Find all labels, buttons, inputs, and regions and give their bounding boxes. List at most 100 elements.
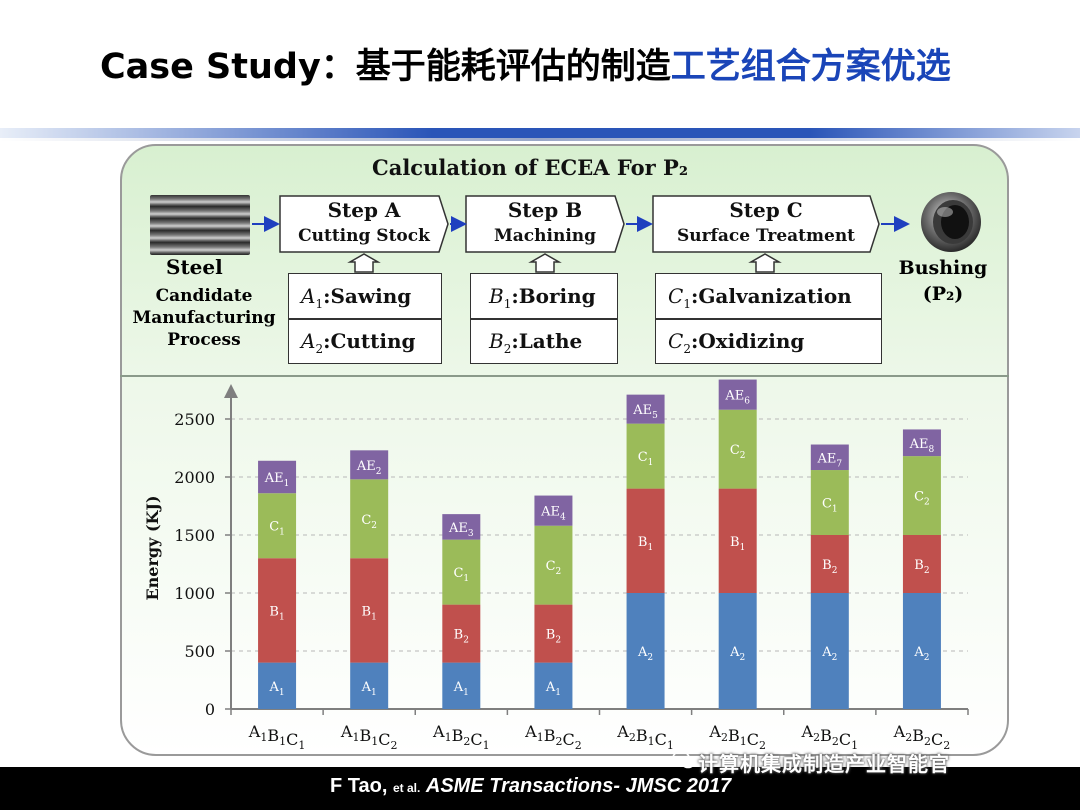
bar-segment-label: B2 <box>546 628 561 646</box>
up-arrow-b <box>528 253 562 273</box>
bar-segment-label: C1 <box>638 450 654 468</box>
bar-segment <box>534 604 573 663</box>
bar-segment <box>350 450 389 480</box>
option-a2: A2:Cutting <box>289 319 441 363</box>
option-b2-label: :Lathe <box>511 329 583 353</box>
bar-segment <box>534 662 573 709</box>
x-category-label: A1B1C2 <box>340 722 398 752</box>
bar-segment <box>902 456 941 535</box>
calc-title: Calculation of ECEA For P₂ <box>372 155 689 180</box>
bar-segment <box>718 593 757 709</box>
x-category-label: A1B1C1 <box>248 722 306 752</box>
citation-etal: et al. <box>392 781 421 795</box>
option-c2-sub: 2 <box>683 342 691 356</box>
bar-segment <box>902 429 941 457</box>
bar-segment <box>534 525 573 605</box>
bar-segment-label: B1 <box>269 604 284 622</box>
bushing-name: Bushing <box>898 257 988 279</box>
step-b-box: Step B Machining <box>465 195 625 253</box>
candidate-process-label: Candidate Manufacturing Process <box>132 286 276 350</box>
bar-segment-label: B1 <box>638 535 653 553</box>
option-c1-sub: 1 <box>683 297 691 311</box>
option-b1: B1:Boring <box>471 274 617 318</box>
title-text-blue: 工艺组合方案优选 <box>670 47 951 87</box>
bar-segment-label: A2 <box>637 645 653 663</box>
title-divider <box>0 128 1080 138</box>
bar-segment-label: A1 <box>453 680 469 698</box>
footer-bar <box>0 767 1080 810</box>
bar-segment-label: B2 <box>454 628 469 646</box>
step-a-box: Step A Cutting Stock <box>279 195 449 253</box>
bar-segment-label: C2 <box>730 443 746 461</box>
bar-segment <box>442 539 481 605</box>
bar-segment-label: AE4 <box>540 505 566 523</box>
slide-title: Case Study：基于能耗评估的制造工艺组合方案优选 <box>100 38 951 89</box>
bar-segment <box>626 488 665 593</box>
options-c-separator <box>656 318 881 320</box>
bar-segment <box>626 394 665 424</box>
bar-segment-label: C2 <box>361 513 377 531</box>
bar-segment <box>442 514 481 540</box>
title-text-black: Case Study：基于能耗评估的制造 <box>100 47 671 87</box>
chart-bars: A1 B1 C1 AE1 A1 B1 C2 AE2 A1 B2 C1 AE3 A1 B2 C2 AE4 A2 B1… <box>258 379 941 709</box>
bar-segment <box>810 535 849 593</box>
step-b-shape <box>465 195 625 253</box>
option-a1-sub: 1 <box>315 297 324 311</box>
steel-label: Steel <box>166 255 223 279</box>
option-c1-sym: C <box>668 284 684 308</box>
bar-segment-label: A1 <box>361 680 377 698</box>
bar-segment-label: C1 <box>453 566 469 584</box>
citation-journal: ASME Transactions- JMSC 2017 <box>425 775 732 797</box>
bar-segment <box>442 604 481 663</box>
citation-author: F Tao, <box>330 775 388 797</box>
x-category-label: A1B2C2 <box>524 722 582 752</box>
step-b-desc: Machining <box>493 226 597 246</box>
step-c-shape <box>652 195 880 253</box>
option-a2-label: :Cutting <box>323 329 416 353</box>
bar-segment-label: AE7 <box>817 451 843 469</box>
up-arrow-a <box>347 253 381 273</box>
step-a-shape <box>279 195 449 253</box>
option-a2-sub: 2 <box>315 342 324 356</box>
option-c1-label: :Galvanization <box>690 284 852 308</box>
bar-segment <box>718 488 757 593</box>
panel-divider <box>120 375 1009 377</box>
bar-segment <box>350 479 389 559</box>
option-b2: B2:Lathe <box>471 319 617 363</box>
bar-segment <box>810 593 849 709</box>
option-c2: C2:Oxidizing <box>656 319 881 363</box>
bar-segment-label: C2 <box>546 559 562 577</box>
y-tick-label: 2500 <box>174 410 215 429</box>
bar-segment <box>718 409 757 489</box>
chart-categories: A1B1C1 A1B1C2 A1B2C1 A1B2C2 A2B1C1 A2B1C2 A2B2… <box>248 722 950 752</box>
bar-segment-label: A1 <box>269 680 285 698</box>
bar-segment-label: AE6 <box>724 389 750 407</box>
bar-segment-label: A1 <box>545 680 561 698</box>
option-c2-sym: C <box>668 329 684 353</box>
bushing-sub: (P₂) <box>922 283 964 305</box>
bushing-label: Bushing (P₂) <box>893 255 993 307</box>
y-axis-arrowhead <box>224 384 238 398</box>
step-b-name: Step B <box>507 198 583 222</box>
x-category-label: A2B1C1 <box>616 722 674 752</box>
options-b-box: B1:Boring B2:Lathe <box>470 273 618 364</box>
bar-segment <box>534 495 573 526</box>
step-c-box: Step C Surface Treatment <box>652 195 880 253</box>
options-c-box: C1:Galvanization C2:Oxidizing <box>655 273 882 364</box>
bar-segment-label: C2 <box>914 490 930 508</box>
option-a1: A1:Sawing <box>289 274 441 318</box>
y-tick-label: 0 <box>205 700 215 719</box>
bar-segment-label: B2 <box>822 558 837 576</box>
y-tick-label: 2000 <box>174 468 215 487</box>
chart-gridlines <box>231 418 968 652</box>
bar-segment <box>442 662 481 709</box>
x-category-label: A2B2C1 <box>801 722 859 752</box>
step-a-name: Step A <box>327 198 401 222</box>
step-c-desc: Surface Treatment <box>676 226 856 246</box>
bar-segment-label: A2 <box>729 645 745 663</box>
bushing-image <box>921 192 981 252</box>
option-b2-sym: B <box>489 329 504 353</box>
bar-segment <box>902 593 941 709</box>
option-b1-label: :Boring <box>511 284 596 308</box>
